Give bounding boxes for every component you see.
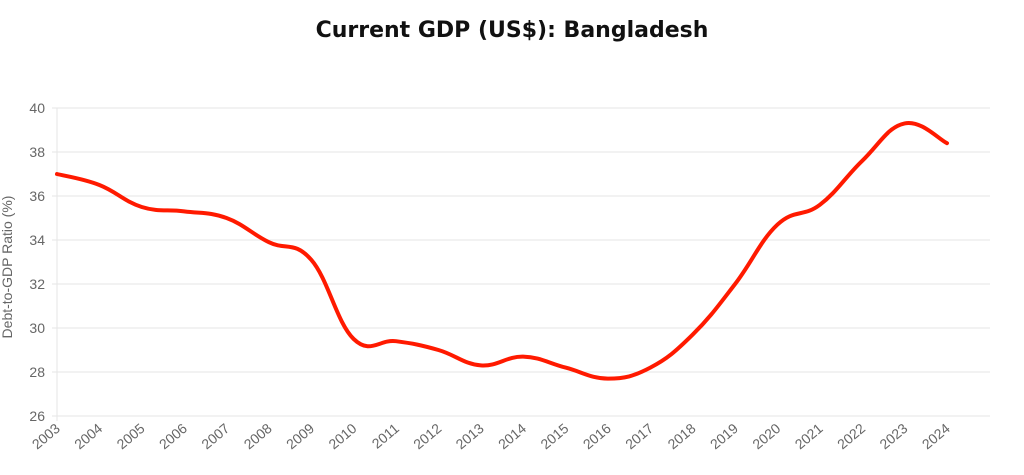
y-tick-label: 36: [29, 188, 45, 204]
x-tick-label: 2020: [749, 420, 783, 452]
chart-title: Current GDP (US$): Bangladesh: [315, 18, 709, 43]
series-line: [55, 121, 949, 381]
x-tick-label: 2007: [198, 420, 232, 452]
x-tick-label: 2016: [580, 420, 614, 452]
y-tick-label: 34: [29, 232, 45, 248]
x-tick-label: 2013: [453, 420, 487, 452]
x-tick-label: 2018: [664, 420, 698, 452]
x-tick-label: 2024: [919, 420, 953, 452]
x-tick-label: 2019: [707, 420, 741, 452]
y-tick-label: 32: [29, 276, 45, 292]
x-tick-label: 2008: [241, 420, 275, 452]
x-tick-label: 2011: [369, 420, 403, 452]
x-tick-label: 2021: [792, 420, 826, 452]
y-tick-label: 28: [29, 364, 45, 380]
x-tick-label: 2010: [325, 420, 359, 452]
y-tick-label: 40: [29, 100, 45, 116]
x-tick-label: 2014: [495, 420, 529, 452]
x-tick-label: 2005: [114, 420, 148, 452]
x-tick-label: 2022: [834, 420, 868, 452]
x-tick-label: 2009: [283, 420, 317, 452]
y-tick-label: 30: [29, 320, 45, 336]
x-tick-label: 2015: [537, 420, 571, 452]
x-tick-label: 2023: [876, 420, 910, 452]
x-tick-label: 2006: [156, 420, 190, 452]
y-tick-label: 26: [29, 408, 45, 424]
x-tick-label: 2003: [29, 420, 63, 452]
y-tick-label: 38: [29, 144, 45, 160]
x-tick-label: 2012: [410, 420, 444, 452]
x-tick-label: 2004: [71, 420, 105, 452]
y-axis-label: Debt-to-GDP Ratio (%): [0, 196, 15, 339]
x-tick-label: 2017: [622, 420, 656, 452]
